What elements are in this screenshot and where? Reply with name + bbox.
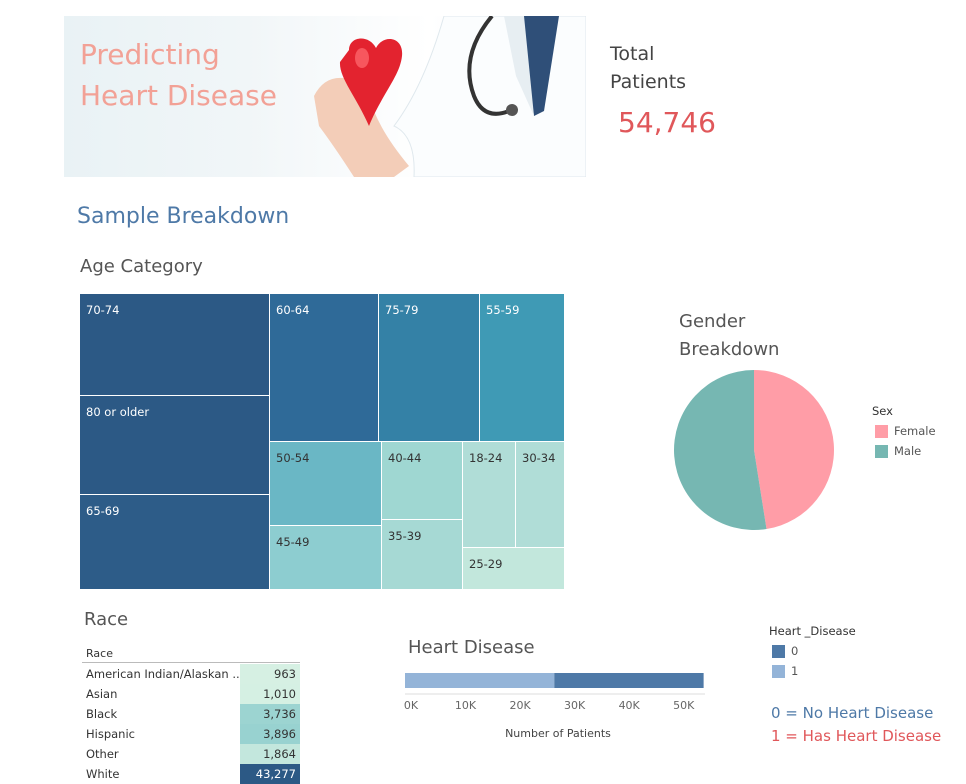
age-category-title: Age Category [80, 256, 203, 277]
x-tick-label: 10K [455, 699, 477, 712]
treemap-cell-18-24[interactable]: 18-24 [463, 442, 516, 548]
doctor-illustration [314, 16, 586, 177]
treemap-cell-75-79[interactable]: 75-79 [379, 294, 480, 442]
race-value: 3,896 [263, 727, 296, 741]
race-label: Asian [86, 687, 118, 701]
pie-slice-male[interactable] [674, 370, 767, 530]
treemap-label: 35-39 [388, 529, 422, 543]
x-tick-label: 40K [619, 699, 641, 712]
race-value: 1,864 [263, 747, 296, 761]
race-value: 3,736 [263, 707, 296, 721]
male-swatch [875, 445, 888, 458]
race-value-cell [240, 744, 300, 764]
treemap-label: 18-24 [469, 451, 503, 465]
heart-disease-title: Heart Disease [408, 637, 535, 658]
x-tick-label: 30K [564, 699, 586, 712]
race-value: 1,010 [263, 687, 296, 701]
treemap-label: 80 or older [86, 405, 150, 419]
x-tick-label: 0K [404, 699, 419, 712]
x-tick-label: 20K [509, 699, 531, 712]
x-tick-label: 50K [673, 699, 695, 712]
treemap-cell-50-54[interactable]: 50-54 [270, 442, 382, 526]
race-value: 963 [274, 667, 296, 681]
treemap-label: 25-29 [469, 557, 503, 571]
age-treemap: 70-74 80 or older 65-69 60-64 75-79 55-5… [80, 294, 565, 590]
heart-disease-bar-chart: 0K 10K 20K 30K 40K 50K Number of Patients [404, 673, 705, 740]
race-table: Race American Indian/Alaskan .. 963 Asian 1… [82, 645, 300, 784]
race-label: Other [86, 747, 119, 761]
no-heart-disease-note: 0 = No Heart Disease [771, 704, 934, 722]
banner-image: Predicting Heart Disease [64, 16, 586, 177]
race-label: American Indian/Alaskan .. [86, 667, 240, 681]
treemap-cell-80-or-older[interactable]: 80 or older [80, 396, 270, 495]
treemap-label: 60-64 [276, 303, 310, 317]
treemap-cell-60-64[interactable]: 60-64 [270, 294, 379, 442]
heart-disease-legend-title: Heart _Disease [769, 624, 856, 638]
race-value-cell [240, 764, 300, 784]
pie-slice-female[interactable] [754, 370, 834, 530]
x-axis-title: Number of Patients [505, 727, 611, 740]
race-value-cell [240, 704, 300, 724]
banner-title: Predicting Heart Disease [80, 38, 277, 112]
treemap-label: 45-49 [276, 535, 310, 549]
treemap-cell-65-69[interactable]: 65-69 [80, 495, 270, 590]
race-column-header: Race [86, 647, 113, 660]
female-swatch [875, 425, 888, 438]
race-label: Hispanic [86, 727, 135, 741]
male-legend-label[interactable]: Male [894, 444, 922, 458]
hd1-legend-label[interactable]: 1 [791, 664, 799, 678]
race-row[interactable]: Other 1,864 [82, 744, 300, 764]
treemap-label: 75-79 [385, 303, 419, 317]
gender-breakdown-title: Gender Breakdown [679, 311, 780, 360]
heart-disease-bar-1[interactable] [405, 673, 555, 688]
race-row[interactable]: Hispanic 3,896 [82, 724, 300, 744]
race-row[interactable]: American Indian/Alaskan .. 963 [82, 664, 300, 684]
treemap-cell-30-34[interactable]: 30-34 [516, 442, 565, 548]
race-label: White [86, 767, 120, 781]
treemap-label: 30-34 [522, 451, 556, 465]
race-label: Black [86, 707, 118, 721]
treemap-cell-70-74[interactable]: 70-74 [80, 294, 270, 396]
total-patients-value: 54,746 [618, 106, 716, 139]
heart-disease-legend: Heart _Disease 0 1 [769, 624, 889, 684]
race-value-cell [240, 664, 300, 684]
race-row[interactable]: Asian 1,010 [82, 684, 300, 704]
race-value: 43,277 [255, 767, 296, 781]
sex-legend-title: Sex [872, 404, 893, 418]
treemap-cell-45-49[interactable]: 45-49 [270, 526, 382, 590]
section-title: Sample Breakdown [77, 204, 290, 229]
hd0-swatch [772, 645, 785, 658]
treemap-label: 55-59 [486, 303, 520, 317]
treemap-label: 40-44 [388, 451, 422, 465]
gender-pie-chart [674, 370, 834, 530]
race-row[interactable]: White 43,277 [82, 764, 300, 784]
race-value-cell [240, 684, 300, 704]
sex-legend: Sex Female Male [872, 404, 962, 464]
treemap-cell-25-29[interactable]: 25-29 [463, 548, 565, 590]
race-title: Race [84, 609, 129, 630]
female-legend-label[interactable]: Female [894, 424, 936, 438]
heart-disease-bar-0[interactable] [554, 673, 704, 688]
hd1-swatch [772, 665, 785, 678]
treemap-cell-40-44[interactable]: 40-44 [382, 442, 463, 520]
race-value-cell [240, 724, 300, 744]
has-heart-disease-note: 1 = Has Heart Disease [771, 727, 942, 745]
race-row[interactable]: Black 3,736 [82, 704, 300, 724]
race-header-divider [82, 662, 300, 663]
treemap-label: 65-69 [86, 504, 120, 518]
treemap-label: 70-74 [86, 303, 120, 317]
total-patients-label: Total Patients [610, 43, 687, 93]
treemap-cell-55-59[interactable]: 55-59 [480, 294, 565, 442]
treemap-cell-35-39[interactable]: 35-39 [382, 520, 463, 590]
hd0-legend-label[interactable]: 0 [791, 644, 799, 658]
treemap-label: 50-54 [276, 451, 310, 465]
